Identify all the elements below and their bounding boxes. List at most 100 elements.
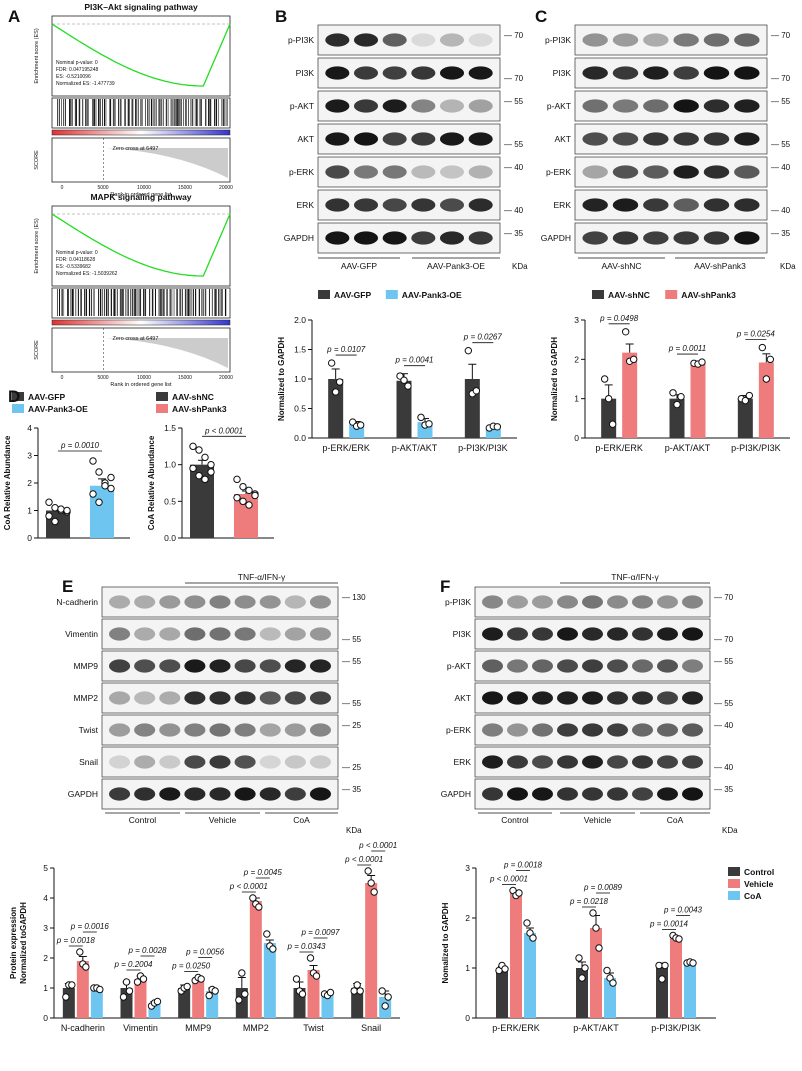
blot-marker: — 70 <box>504 74 524 83</box>
data-point <box>364 867 372 875</box>
blot-group-label: AAV-shPank3 <box>694 261 746 271</box>
blot-band <box>411 33 436 47</box>
blot-band <box>507 595 528 609</box>
gsea-x-tick: 15000 <box>178 375 192 381</box>
y-axis-label: Normalized toGAPDH <box>19 902 28 984</box>
data-point <box>89 490 97 498</box>
y-tick-label: 1.0 <box>294 374 306 384</box>
blot-band <box>325 231 350 245</box>
blot-band <box>134 723 156 737</box>
blot-band <box>284 595 306 609</box>
p-value-label: p < 0.0001 <box>358 841 397 850</box>
blot-band <box>643 198 669 212</box>
panel-letter-f: F <box>440 577 450 596</box>
data-point <box>370 888 378 896</box>
blot-kda-label: KDa <box>722 826 738 835</box>
blot-band <box>353 132 379 146</box>
y-tick-label: 0 <box>465 1013 470 1023</box>
blot-band <box>411 165 436 179</box>
data-point <box>45 512 53 520</box>
treatment-label: TNF-α/IFN-γ <box>611 572 659 582</box>
gsea-score-axis-label: SCORE <box>34 150 40 170</box>
legend-label: AAV-shNC <box>172 392 214 402</box>
data-point <box>589 909 597 917</box>
blot-band <box>643 132 669 146</box>
blot-band <box>734 198 760 212</box>
legend-swatch <box>728 891 740 900</box>
y-tick-label: 1.0 <box>164 460 176 470</box>
data-point <box>353 981 361 989</box>
blot-band <box>309 723 331 737</box>
data-point <box>698 358 706 366</box>
y-axis-label: CoA Relative Abundance <box>3 435 12 530</box>
data-point <box>609 979 617 987</box>
data-point <box>68 981 76 989</box>
y-tick-label: 0 <box>43 1013 48 1023</box>
y-axis-label: CoA Relative Abundance <box>147 435 156 530</box>
gsea-x-tick: 20000 <box>219 185 233 191</box>
data-point <box>400 376 408 384</box>
blot-row-label: GAPDH <box>68 789 98 799</box>
bar <box>690 363 706 438</box>
blot-band <box>482 627 503 641</box>
x-category-label: MMP9 <box>185 1023 211 1033</box>
data-point <box>326 988 335 997</box>
blot-band <box>632 595 653 609</box>
gsea-es-box <box>51 15 231 97</box>
blot-marker: — 55 <box>342 635 362 644</box>
blot-band <box>184 723 206 737</box>
data-point <box>263 930 271 938</box>
data-point <box>600 375 609 383</box>
y-tick-label: 1 <box>574 394 579 404</box>
data-point <box>381 1002 389 1010</box>
blot-band <box>612 165 639 179</box>
blot-band <box>382 99 407 113</box>
blot-band <box>632 659 653 673</box>
bar <box>263 943 276 1018</box>
blot-band <box>703 165 730 179</box>
blot-band <box>673 66 699 80</box>
blot-band <box>134 755 156 769</box>
blot-band <box>557 595 578 609</box>
data-point <box>189 464 197 473</box>
blot-band <box>353 231 379 245</box>
blot-band <box>159 595 181 609</box>
blot-panels: p-PI3K — 70 PI3K — 70 p-AKT — 55 AKT — 55 p-ERK —… <box>56 24 796 835</box>
x-category-label: Vimentin <box>123 1023 158 1033</box>
y-tick-label: 2 <box>27 478 32 488</box>
data-point <box>464 346 473 355</box>
blot-band <box>159 755 181 769</box>
data-point <box>249 894 257 902</box>
blot-band <box>657 595 678 609</box>
data-point <box>205 991 213 1000</box>
bar <box>351 988 364 1018</box>
blot-band <box>284 755 306 769</box>
data-point <box>472 387 481 395</box>
bar <box>76 961 89 1018</box>
data-point <box>241 990 249 998</box>
blot-band <box>703 132 730 146</box>
data-point <box>119 993 128 1001</box>
blot-band <box>411 132 436 146</box>
y-tick-label: 1.5 <box>294 345 306 355</box>
blot-row-label: GAPDH <box>541 233 571 243</box>
blot-band <box>734 33 760 47</box>
blot-row-label: GAPDH <box>441 789 471 799</box>
blot-row-label: p-PI3K <box>445 597 471 607</box>
blot-band <box>284 787 306 801</box>
bar <box>670 938 682 1018</box>
x-category-label: p-PI3K/PI3K <box>651 1023 701 1033</box>
blot-band <box>607 659 628 673</box>
blot-row-label: p-ERK <box>546 167 571 177</box>
bar <box>485 426 501 438</box>
blot-band <box>234 659 256 673</box>
x-category-label: Snail <box>361 1023 381 1033</box>
blot-band <box>184 755 206 769</box>
p-value-label: p = 0.2004 <box>113 960 153 969</box>
data-point <box>658 975 666 983</box>
data-point <box>581 964 589 972</box>
blot-group-label: CoA <box>667 815 684 825</box>
p-value-label: p = 0.0218 <box>569 897 609 906</box>
blot-band <box>532 595 553 609</box>
